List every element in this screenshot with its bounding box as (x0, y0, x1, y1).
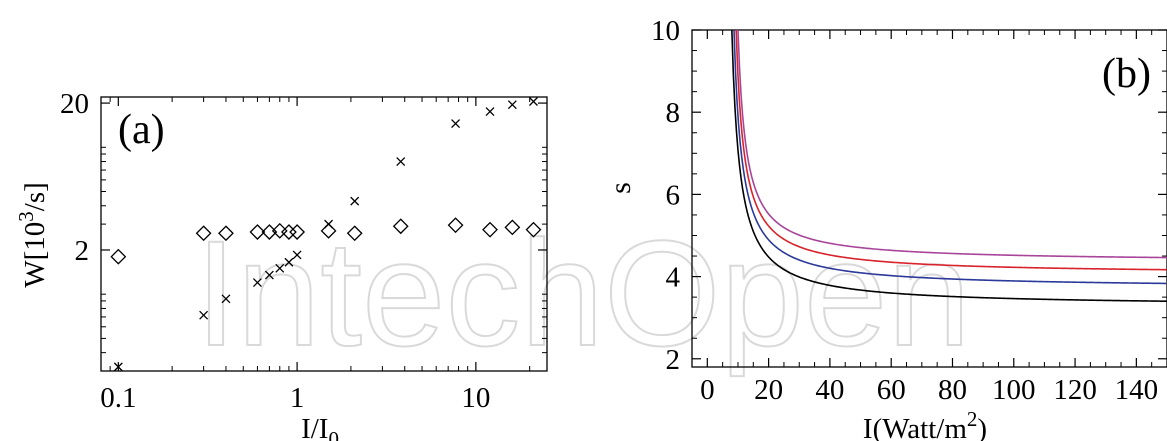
panel-b-x-tick-label: 100 (992, 374, 1036, 406)
data-point-diamond (447, 217, 464, 234)
data-point-cross (199, 310, 209, 320)
data-point-diamond (320, 222, 337, 239)
panel-b-frame (691, 29, 1167, 368)
panel-b-x-tick-label: 120 (1053, 374, 1097, 406)
data-point-cross (507, 100, 517, 110)
panel-a-x-axis-title: I/I0 (301, 413, 339, 441)
panel-b-x-tick-label: 0 (700, 374, 715, 406)
panel-a-x-tick-label: 1 (290, 382, 305, 414)
data-point-diamond (218, 225, 234, 242)
data-point-diamond (482, 221, 498, 238)
panel-b-y-tick-label: 10 (651, 15, 680, 47)
panel-b-x-tick-label: 20 (754, 374, 783, 406)
data-point-cross (350, 196, 360, 206)
panel-a-x-axis-title-main: I/I (301, 413, 328, 441)
data-point-diamond (249, 224, 266, 240)
series-line (733, 29, 1167, 285)
panel-a-y-tick-label: 20 (60, 88, 89, 120)
panel-a-y-tick-label: 2 (75, 235, 90, 267)
panel-a-frame (100, 96, 548, 372)
panel-b-x-axis-title-sup: 2 (967, 407, 978, 431)
panel-b-x-tick-label: 40 (815, 374, 844, 406)
series-line (735, 29, 1167, 271)
panel-a-label: (a) (118, 107, 165, 153)
panel-b-x-axis-title-tail: ) (977, 413, 987, 441)
data-point-diamond (110, 248, 127, 265)
data-point-diamond (525, 221, 542, 238)
panel-a-points (110, 97, 542, 372)
data-point-cross (284, 257, 294, 267)
data-point-cross (451, 119, 461, 129)
chart-panel-a: 0.1 1 10 2 20 (a) I/I0 W[103/s] (14, 88, 548, 441)
panel-a-ticks: 0.1 1 10 2 20 (60, 88, 547, 414)
panel-b-label: (b) (1102, 51, 1151, 97)
data-point-cross (275, 263, 285, 273)
data-point-cross (252, 278, 262, 288)
data-point-cross (292, 250, 302, 260)
panel-a-y-axis-title-sup: 3 (14, 211, 38, 222)
panel-b-y-tick-label: 4 (666, 262, 681, 294)
data-point-diamond (280, 224, 297, 240)
data-point-cross (221, 294, 231, 304)
data-point-diamond (271, 222, 288, 239)
panel-a-y-axis-title-tail: /s] (19, 182, 51, 211)
data-point-diamond (392, 218, 409, 235)
panel-a-x-axis-title-sub: 0 (328, 427, 339, 441)
data-point-cross (264, 270, 274, 280)
panel-b-y-tick-label: 2 (666, 344, 681, 376)
panel-b-x-axis-title: I(Watt/m2) (863, 407, 987, 441)
panel-a-x-tick-label: 0.1 (100, 382, 136, 414)
panel-b-curves (731, 29, 1167, 303)
panel-a-x-tick-label: 10 (461, 382, 490, 414)
panel-a-y-axis-title: W[103/s] (14, 182, 51, 288)
panel-b-y-tick-label: 6 (666, 179, 681, 211)
watermark-text: IntechOpen (195, 209, 971, 377)
panel-b-x-tick-label: 80 (938, 374, 967, 406)
data-point-cross (396, 157, 406, 166)
panel-b-x-axis-title-main: I(Watt/m (863, 413, 967, 441)
data-point-diamond (346, 225, 363, 242)
data-point-diamond (504, 219, 521, 236)
data-point-diamond (289, 224, 306, 240)
panel-b-ticks: 0 20 40 60 80 100 120 140 2 4 6 8 10 (651, 15, 1167, 406)
series-line (731, 29, 1167, 303)
series-line (737, 29, 1167, 259)
panel-b-y-tick-label: 8 (666, 97, 681, 129)
panel-a-y-axis-title-main: W[10 (19, 222, 51, 288)
data-point-cross (113, 362, 123, 372)
data-point-cross (324, 219, 334, 229)
panel-b-x-tick-label: 140 (1115, 374, 1159, 406)
panel-b-y-axis-title: s (604, 182, 637, 194)
data-point-cross (485, 107, 495, 117)
panel-b-x-tick-label: 60 (877, 374, 906, 406)
data-point-cross (529, 97, 538, 106)
data-point-diamond (195, 225, 212, 242)
